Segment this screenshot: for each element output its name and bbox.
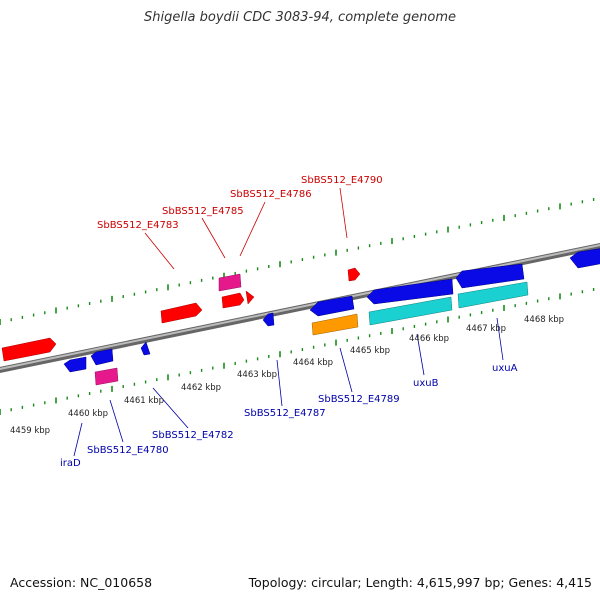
gene-SbBS512_E4782[interactable] — [140, 341, 151, 356]
genome-summary: Topology: circular; Length: 4,615,997 bp… — [248, 575, 592, 590]
reverse-gene-labels: iraD SbBS512_E4780 SbBS512_E4782 SbBS512… — [60, 363, 518, 469]
gene-label[interactable]: uxuB — [413, 378, 439, 389]
scale-labels: 4459 kbp 4460 kbp 4461 kbp 4462 kbp 4463… — [10, 315, 564, 436]
gene-label[interactable]: SbBS512_E4786 — [230, 189, 312, 200]
gene-blue-right[interactable] — [569, 247, 600, 269]
gene-iraD[interactable] — [63, 356, 87, 373]
gene-label[interactable]: SbBS512_E4785 — [162, 206, 244, 217]
gene-red-small[interactable] — [245, 290, 255, 305]
genome-backbone-highlight — [0, 244, 600, 370]
gene-SbBS512_E4785[interactable] — [218, 273, 242, 292]
scale-label: 4461 kbp — [124, 396, 164, 406]
gene-blue-4[interactable] — [262, 312, 275, 327]
gene-uxuB-cyan[interactable] — [368, 296, 453, 326]
scale-label: 4466 kbp — [409, 334, 449, 344]
gene-blue-2[interactable] — [90, 348, 114, 366]
scale-label: 4464 kbp — [293, 358, 333, 368]
gene-SbBS512_E4789[interactable] — [311, 313, 359, 336]
gene-label[interactable]: uxuA — [492, 363, 518, 374]
scale-label: 4465 kbp — [350, 346, 390, 356]
accession-text: Accession: NC_010658 — [10, 575, 153, 590]
gene-SbBS512_E4783[interactable] — [160, 302, 203, 324]
gene-uxuA[interactable] — [455, 263, 525, 289]
scale-label: 4463 kbp — [237, 370, 277, 380]
gene-SbBS512_E4780[interactable] — [94, 367, 119, 386]
gene-uxuB[interactable] — [366, 278, 454, 305]
forward-gene-labels: SbBS512_E4783 SbBS512_E4785 SbBS512_E478… — [97, 175, 383, 231]
scale-label: 4467 kbp — [466, 324, 506, 334]
gene-red-left[interactable] — [1, 337, 57, 362]
gene-uxuA-cyan[interactable] — [457, 281, 529, 309]
gene-label[interactable]: SbBS512_E4790 — [301, 175, 383, 186]
gene-label[interactable]: SbBS512_E4780 — [87, 445, 169, 456]
gene-label[interactable]: iraD — [60, 458, 81, 469]
gene-SbBS512_E4786[interactable] — [221, 292, 245, 309]
gene-label[interactable]: SbBS512_E4782 — [152, 430, 234, 441]
reverse-strand-genes — [63, 247, 600, 386]
map-title: Shigella boydii CDC 3083-94, complete ge… — [143, 10, 457, 25]
scale-label: 4459 kbp — [10, 426, 50, 436]
leader-lines — [73, 187, 504, 457]
scale-label: 4468 kbp — [524, 315, 564, 325]
gene-label[interactable]: SbBS512_E4789 — [318, 394, 400, 405]
gene-SbBS512_E4787[interactable] — [309, 295, 355, 317]
gene-SbBS512_E4790[interactable] — [347, 267, 361, 282]
gene-label[interactable]: SbBS512_E4783 — [97, 220, 179, 231]
scale-label: 4462 kbp — [181, 383, 221, 393]
forward-strand-genes — [1, 267, 361, 362]
scale-ticks — [0, 197, 595, 415]
gene-label[interactable]: SbBS512_E4787 — [244, 408, 326, 419]
scale-label: 4460 kbp — [68, 409, 108, 419]
